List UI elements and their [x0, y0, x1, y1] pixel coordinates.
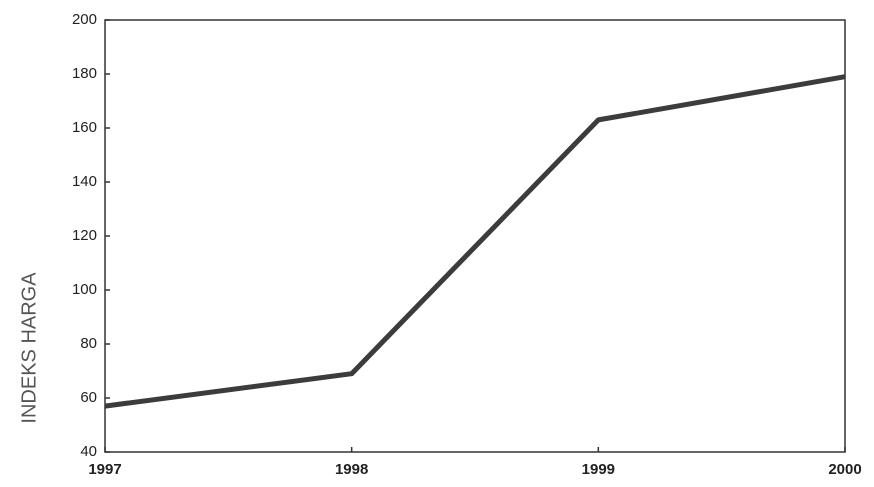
x-tick-label: 1998 — [335, 461, 368, 478]
y-tick-label: 200 — [72, 11, 97, 28]
x-tick-label: 2000 — [828, 461, 861, 478]
chart: INDEKS HARGA 40 60 80 100 120 140 160 180 200 199… — [0, 0, 874, 487]
y-tick-label: 140 — [72, 173, 97, 190]
y-tick-label: 100 — [72, 281, 97, 298]
y-axis-label: INDEKS HARGA — [18, 272, 40, 424]
y-tick-label: 60 — [80, 389, 97, 406]
x-tick-label: 1999 — [582, 461, 615, 478]
data-line — [105, 77, 845, 406]
x-tick-label: 1997 — [88, 461, 121, 478]
y-tick-label: 80 — [80, 335, 97, 352]
y-tick-label: 160 — [72, 119, 97, 136]
y-tick-label: 180 — [72, 65, 97, 82]
plot-frame — [105, 20, 845, 452]
y-tick-label: 40 — [80, 443, 97, 460]
y-tick-label: 120 — [72, 227, 97, 244]
